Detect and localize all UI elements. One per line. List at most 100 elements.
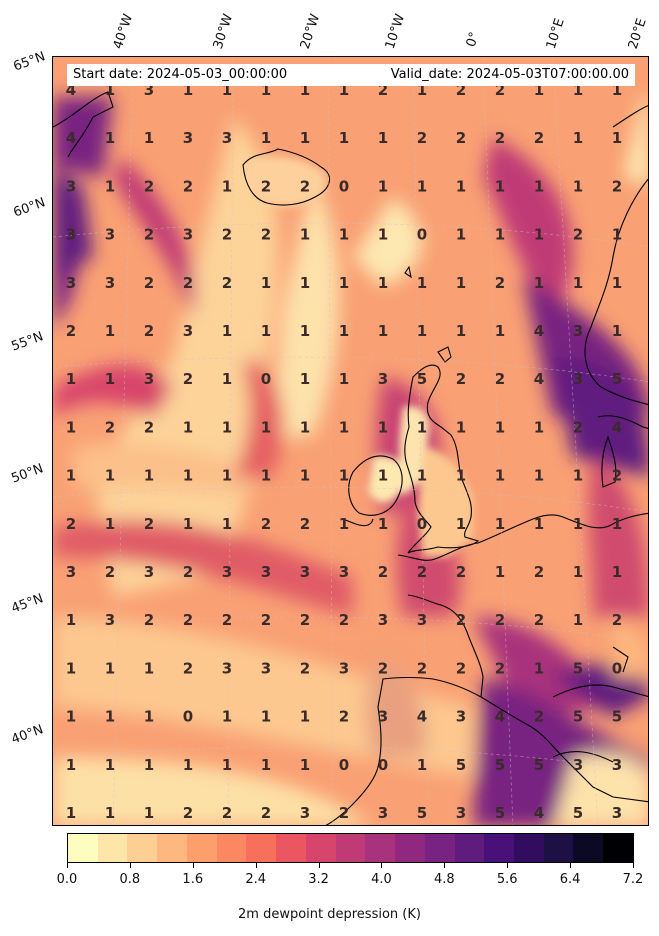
grid-value: 1 (417, 322, 427, 340)
grid-value: 2 (612, 611, 622, 629)
colorbar-segment (127, 834, 158, 862)
grid-value: 1 (534, 177, 544, 195)
colorbar-tick-label: 4.0 (371, 872, 392, 887)
colorbar-tick-mark (507, 863, 509, 868)
grid-value: 0 (378, 756, 388, 774)
grid-value: 2 (183, 659, 193, 677)
grid-value: 2 (378, 81, 388, 99)
grid-value: 1 (534, 274, 544, 292)
grid-value: 1 (261, 467, 271, 485)
grid-value: 3 (105, 226, 115, 244)
grid-value: 1 (612, 129, 622, 147)
grid-value: 1 (222, 756, 232, 774)
grid-value: 5 (573, 804, 583, 822)
grid-value: 1 (300, 274, 310, 292)
grid-value: 2 (144, 611, 154, 629)
grid-value: 2 (144, 274, 154, 292)
colorbar-segment (603, 834, 633, 862)
colorbar-segment (335, 834, 366, 862)
colorbar-tick-mark (381, 863, 383, 868)
grid-value: 2 (456, 129, 466, 147)
grid-value: 2 (183, 804, 193, 822)
grid-value: 0 (417, 226, 427, 244)
grid-value: 3 (300, 563, 310, 581)
grid-value: 3 (144, 370, 154, 388)
grid-value: 1 (144, 756, 154, 774)
grid-value: 1 (66, 659, 76, 677)
grid-value: 1 (261, 129, 271, 147)
grid-value: 3 (378, 370, 388, 388)
grid-value: 1 (222, 467, 232, 485)
grid-value: 1 (456, 226, 466, 244)
grid-value: 1 (573, 274, 583, 292)
grid-value: 1 (222, 708, 232, 726)
grid-value: 1 (456, 418, 466, 436)
grid-values: 4 1 3 1 1 1 1 1 2 1 2 2 1 1 1 4 1 1 3 3 1 1 1 1 2 2 2 2 1 1 3 1 2 2 1 2 2 0 1 1… (66, 81, 622, 822)
field-shading (53, 97, 648, 825)
grid-value: 1 (300, 467, 310, 485)
grid-value: 1 (222, 418, 232, 436)
grid-value: 1 (612, 81, 622, 99)
colorbar-tick-mark (570, 863, 572, 868)
grid-value: 2 (456, 611, 466, 629)
grid-value: 1 (105, 467, 115, 485)
grid-value: 2 (183, 611, 193, 629)
grid-value: 4 (417, 708, 427, 726)
grid-value: 1 (183, 756, 193, 774)
grid-value: 5 (456, 756, 466, 774)
grid-value: 1 (456, 515, 466, 533)
grid-value: 1 (378, 515, 388, 533)
colorbar-segment (365, 834, 396, 862)
colorbar-segment (543, 834, 574, 862)
grid-value: 1 (573, 467, 583, 485)
grid-value: 5 (495, 756, 505, 774)
grid-value: 2 (183, 274, 193, 292)
grid-value: 2 (417, 129, 427, 147)
lon-label-20w: 20°W (297, 12, 324, 51)
grid-value: 2 (339, 611, 349, 629)
grid-value: 1 (417, 274, 427, 292)
grid-value: 2 (495, 659, 505, 677)
grid-value: 2 (534, 611, 544, 629)
grid-value: 1 (105, 515, 115, 533)
grid-value: 2 (144, 322, 154, 340)
grid-value: 2 (222, 274, 232, 292)
grid-value: 2 (66, 322, 76, 340)
grid-value: 1 (339, 467, 349, 485)
grid-value: 2 (105, 418, 115, 436)
coastlines (53, 91, 648, 825)
grid-value: 2 (534, 708, 544, 726)
grid-value: 1 (222, 370, 232, 388)
grid-value: 1 (66, 467, 76, 485)
grid-value: 3 (612, 804, 622, 822)
grid-value: 5 (573, 708, 583, 726)
grid-value: 1 (612, 226, 622, 244)
colorbar-tick-mark (255, 863, 257, 868)
grid-value: 1 (300, 129, 310, 147)
grid-value: 1 (339, 515, 349, 533)
colorbar-segment (186, 834, 217, 862)
grid-value: 2 (417, 659, 427, 677)
grid-value: 1 (495, 515, 505, 533)
lat-label-60n: 60°N (11, 195, 48, 221)
grid-value: 1 (222, 177, 232, 195)
colorbar-segment (514, 834, 544, 862)
grid-value: 5 (417, 804, 427, 822)
grid-value: 1 (495, 467, 505, 485)
grid-value: 3 (573, 756, 583, 774)
grid-value: 1 (222, 322, 232, 340)
grid-value: 2 (300, 515, 310, 533)
colorbar-segment (97, 834, 128, 862)
grid-value: 1 (183, 418, 193, 436)
grid-value: 2 (183, 177, 193, 195)
lon-label-10w: 10°W (382, 12, 409, 51)
map-area: 4 1 3 1 1 1 1 1 2 1 2 2 1 1 1 4 1 1 3 3 1 1 1 1 2 2 2 2 1 1 3 1 2 2 1 2 2 0 1 1… (52, 56, 649, 826)
lon-label-30w: 30°W (210, 12, 237, 51)
grid-value: 1 (417, 467, 427, 485)
grid-value: 1 (300, 226, 310, 244)
grid-value: 4 (534, 370, 544, 388)
grid-value: 1 (261, 81, 271, 99)
grid-value: 1 (534, 81, 544, 99)
grid-value: 1 (534, 418, 544, 436)
lat-label-45n: 45°N (9, 591, 46, 617)
